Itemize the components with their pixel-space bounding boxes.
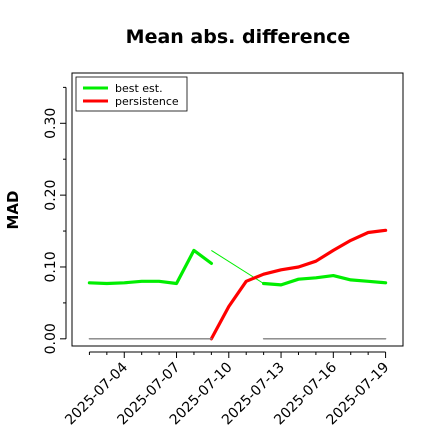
legend-box bbox=[75, 76, 188, 112]
series-layer bbox=[87, 228, 388, 341]
y-tick-label: 0.30 bbox=[43, 108, 59, 139]
x-axis: 2025-07-042025-07-072025-07-102025-07-13… bbox=[62, 351, 392, 428]
series-line-persistence bbox=[209, 228, 388, 341]
y-axis-label: MAD bbox=[4, 191, 22, 230]
y-tick-label: 0.00 bbox=[43, 323, 59, 354]
series-line-best-est- bbox=[87, 248, 213, 286]
y-tick-label: 0.20 bbox=[43, 180, 59, 211]
y-axis: 0.00 0.10 0.20 0.30 bbox=[43, 86, 67, 354]
legend-label-persistence: persistence bbox=[115, 95, 179, 108]
series-line-best-est- bbox=[262, 274, 388, 287]
legend-label-best-est: best est. bbox=[115, 82, 163, 95]
y-tick-label: 0.10 bbox=[43, 251, 59, 282]
plot-frame bbox=[71, 72, 404, 347]
legend: best est. persistence bbox=[75, 76, 188, 112]
chart-title: Mean abs. difference bbox=[126, 26, 351, 48]
